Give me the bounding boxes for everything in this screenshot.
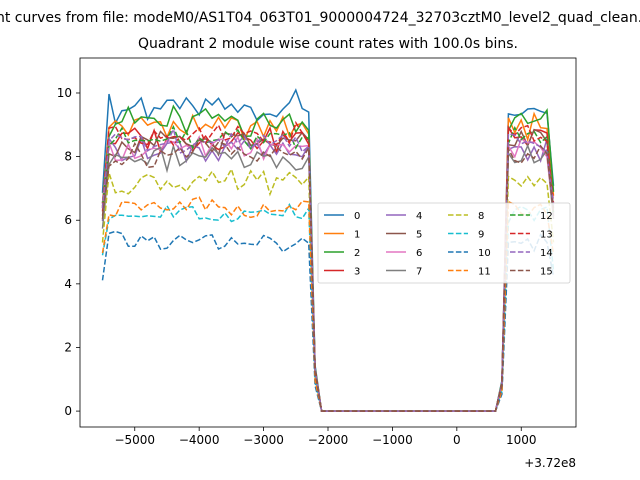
y-tick-label: 0 (64, 404, 72, 418)
x-tick-label: −5000 (114, 433, 155, 447)
x-tick-label: −3000 (243, 433, 284, 447)
legend-label-2: 2 (354, 248, 360, 259)
legend-label-11: 11 (478, 267, 491, 278)
y-tick-label: 2 (64, 340, 72, 354)
x-axis: −5000 −4000 −3000 −2000 −1000 0 1000 (114, 427, 537, 447)
legend-label-7: 7 (416, 267, 422, 278)
legend-label-6: 6 (416, 248, 422, 259)
y-axis: 0 2 4 6 8 10 (57, 86, 80, 418)
y-tick-label: 8 (64, 150, 72, 164)
x-tick-label: −4000 (179, 433, 220, 447)
x-tick-label: 1000 (506, 433, 537, 447)
legend-label-13: 13 (540, 230, 553, 241)
series-line-9 (101, 203, 555, 412)
x-tick-label: −2000 (308, 433, 349, 447)
figure-suptitle: Light curves from file: modeM0/AS1T04_06… (0, 10, 640, 26)
legend-label-5: 5 (416, 230, 422, 241)
legend-label-8: 8 (478, 211, 484, 222)
legend-label-4: 4 (416, 211, 422, 222)
series-line-15 (101, 138, 555, 412)
x-offset-text: +3.72e8 (524, 456, 576, 470)
legend-label-0: 0 (354, 211, 360, 222)
legend-box (317, 202, 571, 284)
x-tick-label: 0 (453, 433, 461, 447)
series-line-13 (101, 120, 555, 412)
legend-label-10: 10 (478, 248, 491, 259)
x-tick-label: −1000 (372, 433, 413, 447)
chart-title: Quadrant 2 module wise count rates with … (138, 36, 518, 52)
y-tick-label: 6 (64, 213, 72, 227)
legend-label-15: 15 (540, 267, 553, 278)
series-lines (101, 88, 555, 412)
legend-label-12: 12 (540, 211, 553, 222)
y-tick-label: 10 (57, 86, 72, 100)
legend-label-14: 14 (540, 248, 553, 259)
y-tick-label: 4 (64, 277, 72, 291)
legend-label-3: 3 (354, 267, 360, 278)
legend-label-1: 1 (354, 230, 360, 241)
legend-label-9: 9 (478, 230, 484, 241)
